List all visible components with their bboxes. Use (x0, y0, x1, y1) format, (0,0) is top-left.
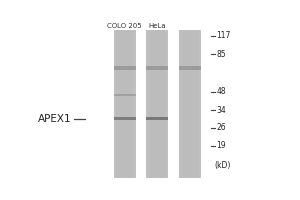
Bar (146, 117, 168, 120)
Text: 85: 85 (217, 50, 226, 59)
Text: 34: 34 (217, 106, 226, 115)
Bar (148, 30, 166, 178)
Bar (114, 66, 136, 70)
Text: 19: 19 (217, 141, 226, 150)
Text: COLO 205: COLO 205 (107, 23, 142, 29)
Text: (kD): (kD) (214, 161, 231, 170)
Bar (116, 30, 134, 178)
Bar (146, 30, 168, 178)
Text: HeLa: HeLa (148, 23, 166, 29)
Text: APEX1: APEX1 (38, 114, 71, 124)
Bar (179, 66, 201, 70)
Bar (114, 30, 136, 178)
Text: 117: 117 (217, 31, 231, 40)
Bar (114, 94, 136, 96)
Bar (114, 117, 136, 120)
Text: 48: 48 (217, 87, 226, 96)
Text: 26: 26 (217, 123, 226, 132)
Bar (181, 30, 199, 178)
Bar (146, 66, 168, 70)
Bar (179, 30, 201, 178)
